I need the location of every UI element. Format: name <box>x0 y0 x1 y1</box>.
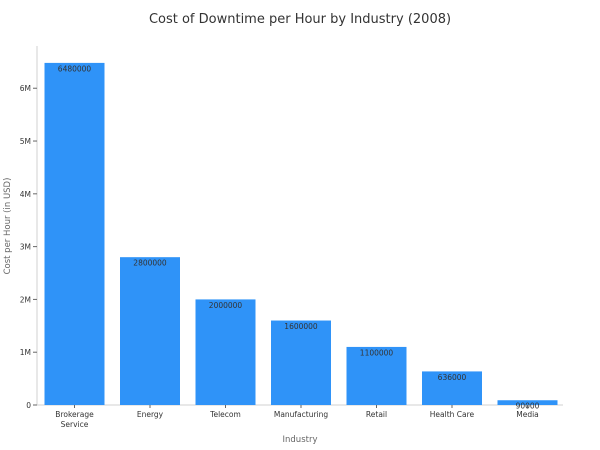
x-tick-label-line: Manufacturing <box>274 410 329 419</box>
x-axis-ticks: Brokerage Service Energy Telecom Manufacturi… <box>55 405 539 429</box>
x-tick-label: Brokerage Service <box>55 410 94 429</box>
y-tick-label: 5M <box>20 137 31 146</box>
data-label: 1100000 <box>360 348 394 357</box>
x-tick-label: Manufacturing <box>274 410 329 419</box>
x-tick-label: Energy <box>137 410 164 419</box>
y-tick-label: 6M <box>20 84 31 93</box>
x-tick-label: Media <box>516 410 539 419</box>
bar <box>195 299 256 405</box>
x-tick-label-line: Brokerage <box>55 410 94 419</box>
x-tick-label: Telecom <box>209 410 241 419</box>
y-tick-label: 4M <box>20 190 31 199</box>
chart-title: Cost of Downtime per Hour by Industry (2… <box>149 12 451 27</box>
data-label: 636000 <box>438 373 467 382</box>
x-tick-label-line: Telecom <box>209 410 241 419</box>
x-tick-label-line: Retail <box>366 410 387 419</box>
bar <box>271 320 331 405</box>
data-label: 2800000 <box>133 259 167 268</box>
x-axis-title: Industry <box>283 435 318 445</box>
bar <box>44 62 105 406</box>
y-tick-label: 0 <box>26 401 31 410</box>
data-label: 2000000 <box>209 301 243 310</box>
y-tick-label: 1M <box>20 348 31 357</box>
data-label: 6480000 <box>58 64 92 73</box>
bar <box>497 400 558 405</box>
x-tick-label: Health Care <box>430 410 475 419</box>
x-tick-label-line: Health Care <box>430 410 475 419</box>
bar <box>346 346 407 405</box>
bars-group <box>44 62 558 406</box>
bar <box>422 371 482 405</box>
y-axis-ticks: 0 1M 2M 3M 4M 5M 6M <box>20 84 37 410</box>
x-tick-label-line: Service <box>61 420 89 429</box>
x-tick-label-line: Media <box>516 410 539 419</box>
bar <box>120 257 180 405</box>
data-label: 1600000 <box>284 322 318 331</box>
y-axis-title: Cost per Hour (in USD) <box>3 178 13 275</box>
x-tick-label-line: Energy <box>137 410 164 419</box>
y-tick-label: 2M <box>20 295 31 304</box>
y-tick-label: 3M <box>20 243 31 252</box>
x-tick-label: Retail <box>366 410 387 419</box>
